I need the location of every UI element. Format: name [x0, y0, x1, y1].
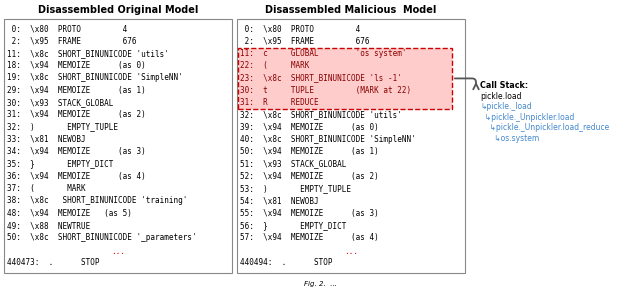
Text: ↳pickle._Unpickler.load_reduce: ↳pickle._Unpickler.load_reduce	[480, 123, 609, 132]
Bar	[237, 19, 465, 273]
Text: 49:  \x88  NEWTRUE: 49: \x88 NEWTRUE	[7, 221, 90, 230]
Text: 54:  \x81  NEWOBJ: 54: \x81 NEWOBJ	[240, 196, 319, 205]
Text: 51:  \x93  STACK_GLOBAL: 51: \x93 STACK_GLOBAL	[240, 159, 346, 168]
Text: ↳pickle._Unpickler.load: ↳pickle._Unpickler.load	[480, 113, 574, 122]
Text: 30:  t     TUPLE         (MARK at 22): 30: t TUPLE (MARK at 22)	[240, 86, 411, 95]
Text: 440494:  .      STOP: 440494: . STOP	[240, 258, 333, 267]
Text: 33:  \x81  NEWOBJ: 33: \x81 NEWOBJ	[7, 135, 86, 144]
Text: 35:  }       EMPTY_DICT: 35: } EMPTY_DICT	[7, 159, 113, 168]
Text: ...: ...	[111, 247, 125, 256]
Text: 2:  \x95  FRAME         676: 2: \x95 FRAME 676	[7, 36, 136, 45]
Text: ↳pickle._load: ↳pickle._load	[480, 102, 532, 111]
Text: 31:  \x94  MEMOIZE      (as 2): 31: \x94 MEMOIZE (as 2)	[7, 110, 146, 119]
Text: 32:  )       EMPTY_TUPLE: 32: ) EMPTY_TUPLE	[7, 123, 118, 132]
Text: 18:  \x94  MEMOIZE      (as 0): 18: \x94 MEMOIZE (as 0)	[7, 61, 146, 70]
Text: 56:  }       EMPTY_DICT: 56: } EMPTY_DICT	[240, 221, 346, 230]
Text: Call Stack:: Call Stack:	[480, 81, 528, 90]
Text: 34:  \x94  MEMOIZE      (as 3): 34: \x94 MEMOIZE (as 3)	[7, 147, 146, 156]
Text: 52:  \x94  MEMOIZE      (as 2): 52: \x94 MEMOIZE (as 2)	[240, 172, 379, 181]
Text: 11:  c     GLOBAL        'os system': 11: c GLOBAL 'os system'	[240, 49, 406, 58]
Text: 40:  \x8c  SHORT_BINUNICODE 'SimpleNN': 40: \x8c SHORT_BINUNICODE 'SimpleNN'	[240, 135, 416, 144]
Text: 0:  \x80  PROTO         4: 0: \x80 PROTO 4	[7, 24, 127, 33]
Text: Disassembled Malicious  Model: Disassembled Malicious Model	[266, 5, 436, 15]
Text: 55:  \x94  MEMOIZE      (as 3): 55: \x94 MEMOIZE (as 3)	[240, 209, 379, 218]
Text: 39:  \x94  MEMOIZE      (as 0): 39: \x94 MEMOIZE (as 0)	[240, 123, 379, 132]
Text: 50:  \x94  MEMOIZE      (as 1): 50: \x94 MEMOIZE (as 1)	[240, 147, 379, 156]
Text: 48:  \x94  MEMOIZE   (as 5): 48: \x94 MEMOIZE (as 5)	[7, 209, 132, 218]
Text: 37:  (       MARK: 37: ( MARK	[7, 184, 86, 193]
Text: 2:  \x95  FRAME         676: 2: \x95 FRAME 676	[240, 36, 369, 45]
Text: 30:  \x93  STACK_GLOBAL: 30: \x93 STACK_GLOBAL	[7, 98, 113, 107]
Text: ...: ...	[344, 247, 358, 256]
Text: 32:  \x8c  SHORT_BINUNICODE 'utils': 32: \x8c SHORT_BINUNICODE 'utils'	[240, 110, 402, 119]
Text: 57:  \x94  MEMOIZE      (as 4): 57: \x94 MEMOIZE (as 4)	[240, 233, 379, 242]
Text: Fig. 2.  ...: Fig. 2. ...	[303, 281, 337, 287]
Text: Disassembled Original Model: Disassembled Original Model	[38, 5, 198, 15]
Text: 38:  \x8c   SHORT_BINUNICODE 'training': 38: \x8c SHORT_BINUNICODE 'training'	[7, 196, 188, 205]
Text: pickle.load: pickle.load	[480, 92, 522, 101]
Text: 19:  \x8c  SHORT_BINUNICODE 'SimpleNN': 19: \x8c SHORT_BINUNICODE 'SimpleNN'	[7, 73, 183, 82]
Bar	[4, 19, 232, 273]
Text: 36:  \x94  MEMOIZE      (as 4): 36: \x94 MEMOIZE (as 4)	[7, 172, 146, 181]
Text: 23:  \x8c  SHORT_BINUNICODE 'ls -1': 23: \x8c SHORT_BINUNICODE 'ls -1'	[240, 73, 402, 82]
Text: ↳os.system: ↳os.system	[480, 134, 540, 143]
Bar	[238, 48, 452, 109]
Text: 53:  )       EMPTY_TUPLE: 53: ) EMPTY_TUPLE	[240, 184, 351, 193]
Text: 29:  \x94  MEMOIZE      (as 1): 29: \x94 MEMOIZE (as 1)	[7, 86, 146, 95]
Text: 22:  (     MARK: 22: ( MARK	[240, 61, 309, 70]
Text: 31:  R     REDUCE: 31: R REDUCE	[240, 98, 319, 107]
Text: 11:  \x8c  SHORT_BINUNICODE 'utils': 11: \x8c SHORT_BINUNICODE 'utils'	[7, 49, 169, 58]
Text: 440473:  .      STOP: 440473: . STOP	[7, 258, 99, 267]
Text: 50:  \x8c  SHORT_BINUNICODE '_parameters': 50: \x8c SHORT_BINUNICODE '_parameters'	[7, 233, 196, 242]
Text: 0:  \x80  PROTO         4: 0: \x80 PROTO 4	[240, 24, 360, 33]
